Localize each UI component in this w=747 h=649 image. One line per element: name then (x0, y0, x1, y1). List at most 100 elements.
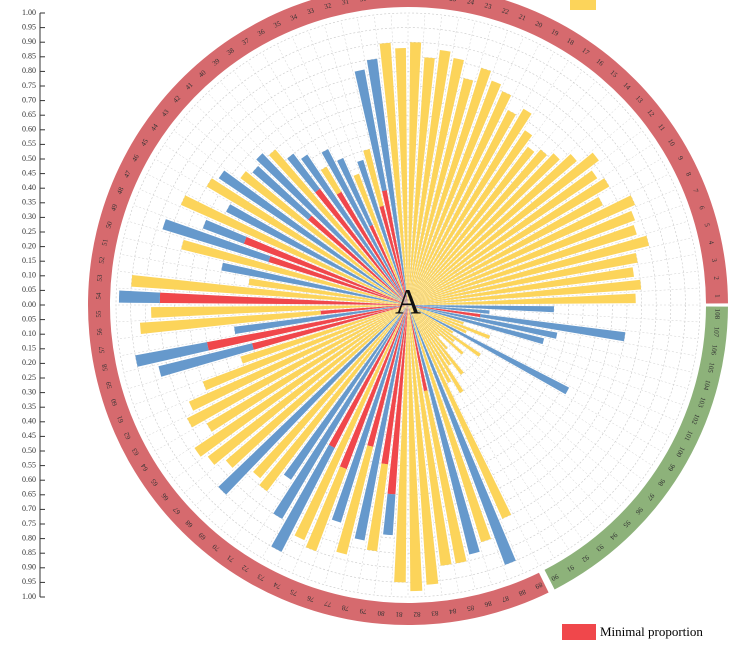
category-label: 40 (197, 68, 208, 79)
category-label: 29 (377, 0, 385, 1)
category-label: 35 (272, 19, 282, 29)
bar-segment (408, 210, 636, 305)
radial-grid (407, 304, 609, 518)
bar-segment (366, 58, 408, 306)
radial-grid (407, 304, 688, 389)
radial-grid (292, 36, 409, 306)
bar-segment (240, 305, 408, 364)
bar-segment (408, 305, 467, 334)
category-label: 19 (550, 27, 560, 38)
y-tick-label: 0.70 (22, 95, 36, 104)
bar-segment (408, 170, 598, 305)
radial-grid (120, 304, 409, 356)
category-label: 7 (691, 188, 700, 195)
bar-segment (387, 305, 408, 495)
bar-segment (234, 305, 408, 335)
radial-grid (117, 270, 409, 306)
grid-circle (144, 41, 672, 569)
radial-grid (407, 104, 621, 306)
radial-grid (407, 304, 670, 437)
radial-grid (207, 304, 409, 518)
radial-grid (307, 30, 409, 306)
bar-segment (408, 305, 448, 350)
bar-segment (357, 159, 408, 305)
bar-segment (408, 153, 560, 305)
y-tick-label: 0.05 (22, 314, 36, 323)
bar-segment (253, 305, 408, 479)
category-label: 65 (149, 477, 160, 488)
radial-grid (373, 14, 409, 306)
radial-grid (139, 304, 409, 421)
category-label: 75 (289, 587, 299, 597)
y-tick-label: 0.35 (22, 402, 36, 411)
y-tick-label: 0.00 (22, 300, 36, 309)
category-label: 87 (500, 594, 510, 604)
radial-grid (407, 304, 693, 373)
bar-segment (252, 305, 408, 350)
bar-segment (408, 305, 481, 357)
bar-segment (336, 445, 374, 555)
category-label: 20 (534, 19, 544, 29)
radial-grid (163, 304, 409, 466)
bar-segment (379, 42, 408, 306)
radial-grid (407, 173, 670, 306)
category-label: 96 (633, 505, 644, 516)
bar-segment (226, 204, 408, 305)
y-tick-label: 0.70 (22, 504, 36, 513)
category-label: 5 (703, 222, 712, 228)
category-label: 1 (713, 294, 721, 298)
bar-segment (305, 466, 347, 552)
radial-grid (407, 304, 632, 493)
bar-segment (479, 314, 626, 342)
grid-circle (349, 246, 467, 364)
radial-grid (120, 254, 409, 306)
radial-grid (407, 304, 643, 480)
radial-grid (261, 51, 409, 306)
category-label: 53 (95, 274, 104, 282)
y-tick-label: 0.85 (22, 52, 36, 61)
category-label: 76 (306, 594, 316, 604)
category-label: 79 (359, 607, 368, 616)
category-label: 81 (395, 610, 403, 618)
radial-grid (407, 51, 555, 306)
bar-segment (394, 305, 408, 583)
category-label: 94 (608, 531, 619, 542)
y-tick-label: 0.75 (22, 81, 36, 90)
bar-segment (408, 154, 577, 305)
radial-grid (207, 92, 409, 306)
y-tick-label: 0.90 (22, 37, 36, 46)
bar-segment (395, 48, 408, 305)
bar-segment (259, 305, 408, 492)
bar-segment (408, 178, 610, 305)
radial-grid (340, 304, 409, 590)
grid-circle (320, 217, 496, 393)
y-tick-label: 0.25 (22, 227, 36, 236)
bar-segment (408, 305, 452, 383)
radial-grid (407, 60, 569, 306)
bar-segment (363, 149, 384, 207)
bar-segment (408, 42, 422, 306)
category-label: 98 (656, 477, 667, 488)
category-label: 41 (184, 81, 195, 92)
category-label: 26 (431, 0, 439, 1)
radial-grid (407, 92, 609, 306)
bar-segment (256, 153, 408, 305)
bar-segment (367, 305, 408, 447)
bar-segment (221, 262, 408, 305)
category-label: 38 (225, 46, 236, 57)
radial-grid (407, 204, 683, 306)
category-label: 88 (517, 588, 527, 598)
radial-grid (407, 30, 509, 306)
bar-segment (408, 58, 464, 306)
category-label: 67 (171, 505, 182, 516)
y-tick-label: 0.95 (22, 577, 36, 586)
category-label: 78 (341, 603, 350, 612)
bar-segment (383, 493, 396, 536)
radial-grid (220, 304, 409, 529)
category-label: 60 (109, 397, 119, 407)
y-tick-label: 0.35 (22, 198, 36, 207)
radial-grid (324, 304, 409, 585)
category-label: 2 (712, 276, 720, 281)
bar-segment (252, 165, 312, 220)
radial-grid (116, 287, 409, 306)
